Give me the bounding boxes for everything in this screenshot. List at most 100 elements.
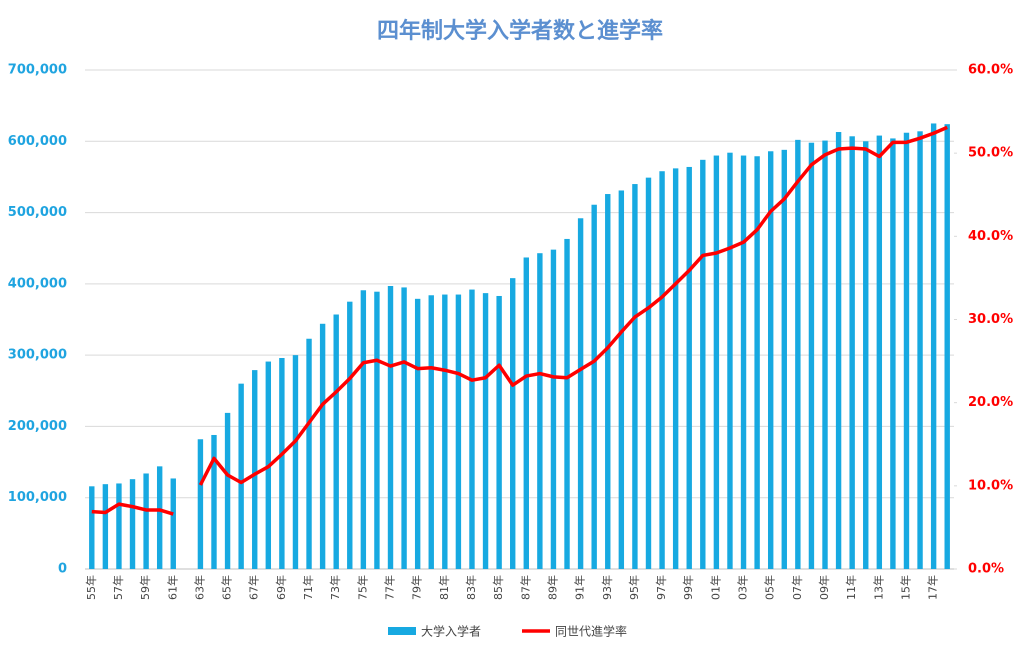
x-tick-label: 17年 bbox=[926, 575, 940, 600]
y2-tick-label: 0.0% bbox=[968, 562, 1004, 577]
y2-tick-label: 30.0% bbox=[968, 312, 1013, 327]
x-tick-label: 69年 bbox=[274, 575, 288, 600]
bar bbox=[550, 249, 557, 569]
y2-tick-label: 40.0% bbox=[968, 229, 1013, 244]
bar bbox=[605, 194, 611, 569]
bar bbox=[795, 139, 801, 570]
x-tick-label: 93年 bbox=[600, 575, 614, 600]
x-tick-label: 61年 bbox=[165, 575, 179, 600]
y2-tick-label: 60.0% bbox=[968, 63, 1013, 78]
x-tick-label: 79年 bbox=[410, 575, 424, 600]
bar bbox=[496, 295, 502, 569]
bar bbox=[360, 290, 367, 569]
x-tick-label: 05年 bbox=[763, 575, 777, 600]
legend-swatch bbox=[388, 627, 416, 635]
y-tick-label: 500,000 bbox=[8, 205, 67, 220]
y-tick-label: 100,000 bbox=[8, 490, 67, 505]
x-tick-label: 83年 bbox=[464, 575, 478, 600]
y-tick-label: 400,000 bbox=[8, 276, 67, 291]
x-tick-label: 89年 bbox=[545, 575, 559, 600]
x-tick-label: 63年 bbox=[192, 575, 206, 600]
bar bbox=[211, 434, 217, 569]
bar bbox=[645, 177, 652, 570]
bar bbox=[713, 155, 720, 570]
bar bbox=[835, 132, 842, 570]
x-tick-label: 73年 bbox=[328, 575, 342, 600]
bar bbox=[116, 483, 122, 569]
bar bbox=[319, 323, 326, 569]
bar bbox=[306, 338, 312, 569]
bar bbox=[347, 301, 353, 569]
x-tick-label: 03年 bbox=[736, 575, 750, 600]
y-tick-label: 700,000 bbox=[8, 63, 67, 78]
legend-label: 同世代進学率 bbox=[555, 624, 627, 639]
legend-label: 大学入学者 bbox=[421, 624, 481, 639]
bar bbox=[822, 140, 828, 569]
x-tick-label: 67年 bbox=[247, 575, 261, 600]
bar bbox=[455, 294, 462, 569]
x-tick-label: 75年 bbox=[355, 575, 369, 600]
bar bbox=[482, 293, 489, 569]
bar bbox=[903, 132, 910, 569]
x-tick-label: 85年 bbox=[491, 575, 505, 600]
bar bbox=[414, 298, 421, 569]
x-tick-label: 95年 bbox=[627, 575, 641, 600]
x-tick-label: 59年 bbox=[138, 575, 152, 600]
bar bbox=[279, 357, 285, 569]
bar bbox=[577, 218, 584, 569]
x-tick-label: 77年 bbox=[383, 575, 397, 600]
y-tick-label: 0 bbox=[58, 562, 67, 577]
x-tick-label: 87年 bbox=[518, 575, 532, 600]
x-tick-label: 57年 bbox=[111, 575, 125, 600]
x-tick-label: 55年 bbox=[84, 575, 98, 600]
y2-tick-label: 50.0% bbox=[968, 146, 1013, 161]
bar bbox=[469, 289, 475, 569]
x-tick-label: 81年 bbox=[437, 575, 451, 600]
bar bbox=[672, 168, 679, 570]
bar bbox=[930, 123, 937, 569]
bar bbox=[754, 156, 760, 569]
bar bbox=[632, 184, 638, 570]
x-tick-label: 11年 bbox=[844, 575, 858, 600]
bar bbox=[727, 152, 733, 570]
x-tick-label: 13年 bbox=[871, 575, 885, 600]
y2-tick-label: 10.0% bbox=[968, 478, 1013, 493]
bar bbox=[374, 291, 380, 569]
bar bbox=[767, 151, 774, 569]
bar bbox=[252, 370, 258, 569]
bar bbox=[781, 149, 787, 569]
bar bbox=[618, 190, 625, 570]
bar bbox=[89, 486, 95, 569]
x-tick-label: 07年 bbox=[790, 575, 804, 600]
chart-title: 四年制大学入学者数と進学率 bbox=[377, 18, 663, 44]
bar bbox=[917, 131, 923, 569]
bar bbox=[564, 238, 570, 569]
bar bbox=[170, 478, 176, 569]
bar bbox=[863, 141, 869, 570]
y-tick-label: 600,000 bbox=[8, 134, 67, 149]
x-tick-label: 09年 bbox=[817, 575, 831, 600]
bar bbox=[523, 257, 529, 569]
bar bbox=[700, 159, 706, 569]
x-tick-label: 71年 bbox=[301, 575, 315, 600]
bar bbox=[510, 278, 516, 569]
x-tick-label: 65年 bbox=[220, 575, 234, 600]
y2-tick-label: 20.0% bbox=[968, 395, 1013, 410]
x-tick-label: 97年 bbox=[654, 575, 668, 600]
bar bbox=[224, 412, 231, 569]
bar bbox=[102, 484, 109, 569]
bar bbox=[143, 473, 149, 569]
bar bbox=[197, 439, 204, 569]
bar bbox=[156, 466, 163, 569]
bar bbox=[537, 253, 543, 569]
x-tick-label: 01年 bbox=[708, 575, 722, 600]
x-tick-label: 91年 bbox=[573, 575, 587, 600]
bar bbox=[428, 295, 434, 569]
bar bbox=[591, 204, 597, 570]
bar bbox=[387, 285, 394, 569]
bar bbox=[686, 166, 692, 569]
bar bbox=[238, 383, 244, 569]
bar bbox=[849, 136, 855, 569]
bar bbox=[808, 142, 815, 569]
